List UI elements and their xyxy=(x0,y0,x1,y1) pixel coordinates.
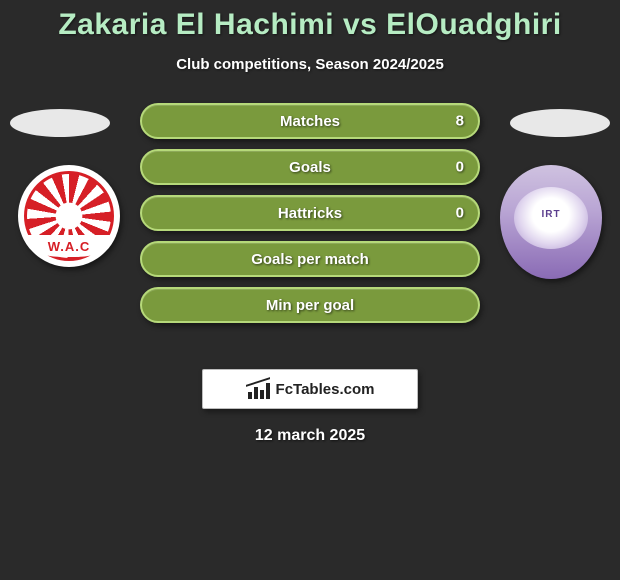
left-club-logo-band: W.A.C xyxy=(22,235,116,257)
stat-bar-goals-per-match: Goals per match xyxy=(140,241,480,277)
right-club-abbrev: IRT xyxy=(500,209,602,220)
left-ellipse-shadow xyxy=(10,109,110,137)
date: 12 march 2025 xyxy=(0,427,620,445)
brand-name: FcTables.com xyxy=(276,381,375,398)
brand-box: FcTables.com xyxy=(202,369,418,409)
right-ellipse-shadow xyxy=(510,109,610,137)
stat-label: Min per goal xyxy=(266,297,354,314)
left-club-abbrev: W.A.C xyxy=(48,239,91,254)
comparison-area: W.A.C IRT Matches 8 Goals 0 Hattricks 0 … xyxy=(0,103,620,363)
stat-bar-matches: Matches 8 xyxy=(140,103,480,139)
stat-right-value: 8 xyxy=(456,113,464,130)
page-title: Zakaria El Hachimi vs ElOuadghiri xyxy=(0,0,620,42)
stat-label: Goals xyxy=(289,159,331,176)
left-club-logo: W.A.C xyxy=(18,165,120,267)
stat-label: Hattricks xyxy=(278,205,342,222)
stat-label: Goals per match xyxy=(251,251,369,268)
stat-bar-goals: Goals 0 xyxy=(140,149,480,185)
stat-right-value: 0 xyxy=(456,159,464,176)
bar-chart-icon xyxy=(246,379,270,399)
right-club-logo: IRT xyxy=(500,165,602,279)
stat-label: Matches xyxy=(280,113,340,130)
stat-right-value: 0 xyxy=(456,205,464,222)
stats-column: Matches 8 Goals 0 Hattricks 0 Goals per … xyxy=(140,103,480,333)
stat-bar-min-per-goal: Min per goal xyxy=(140,287,480,323)
subtitle: Club competitions, Season 2024/2025 xyxy=(0,56,620,73)
stat-bar-hattricks: Hattricks 0 xyxy=(140,195,480,231)
